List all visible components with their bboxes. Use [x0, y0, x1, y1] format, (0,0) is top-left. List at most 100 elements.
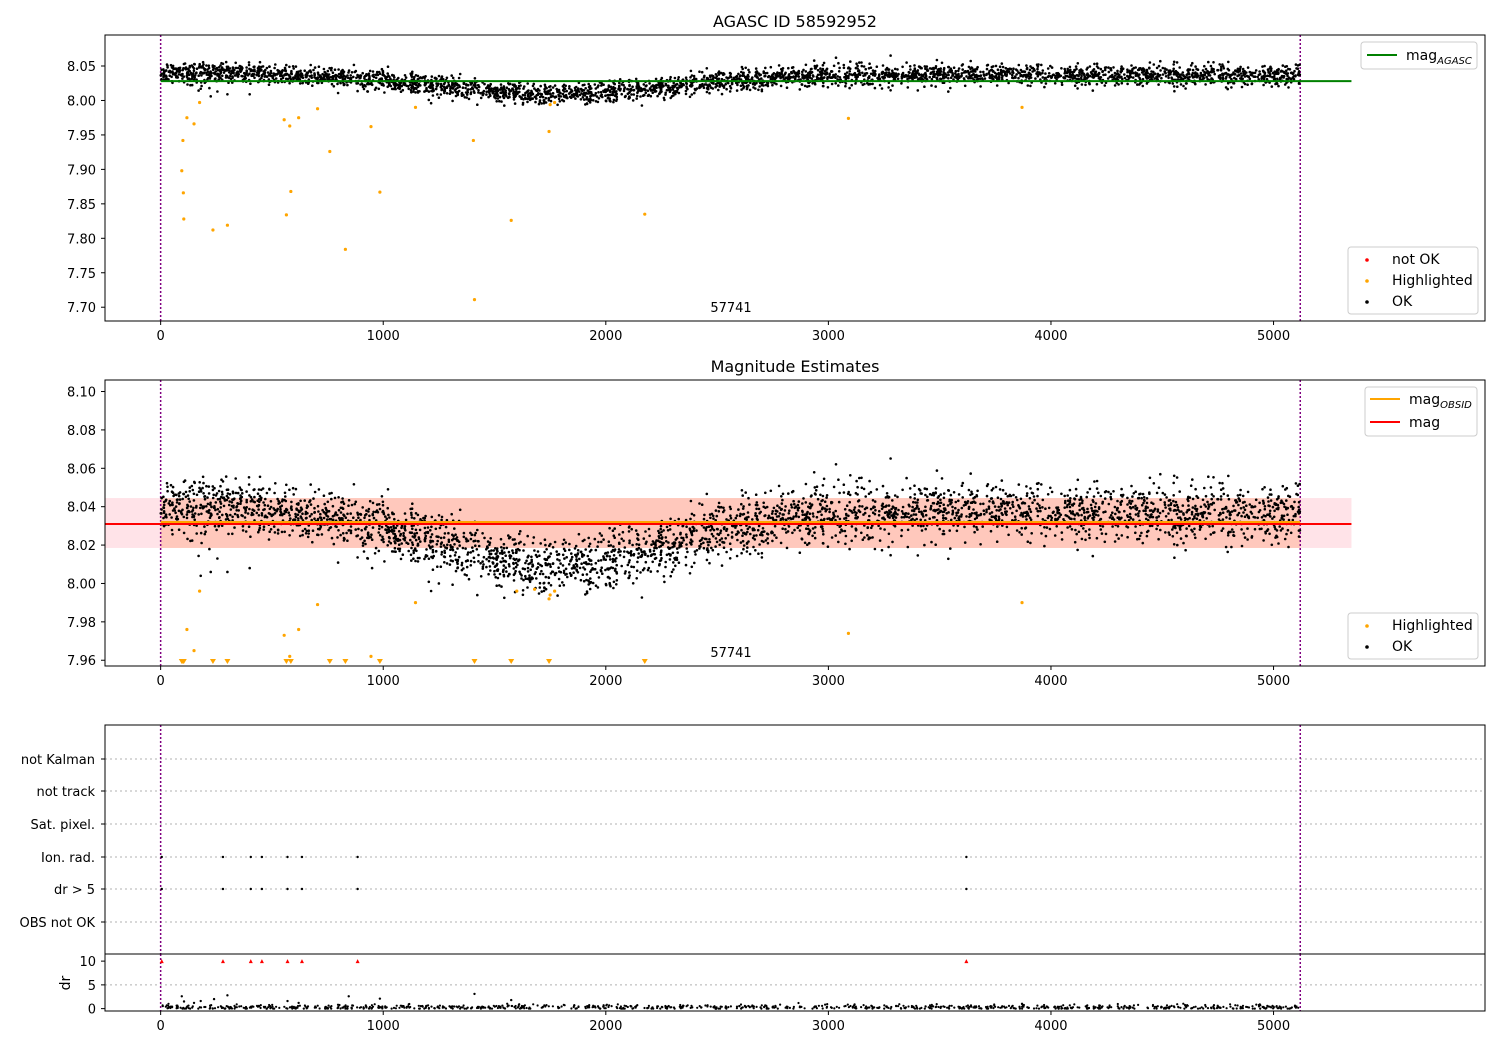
- ok-point: [1134, 66, 1137, 69]
- ok-point: [917, 507, 920, 511]
- ok-point: [676, 551, 679, 554]
- ok-point: [539, 84, 542, 88]
- ok-point: [721, 73, 725, 77]
- ok-point: [1126, 70, 1129, 74]
- ok-point: [321, 77, 325, 81]
- ok-point: [263, 75, 267, 78]
- ok-point: [991, 69, 995, 73]
- ok-point: [819, 67, 822, 70]
- ok-point: [231, 515, 234, 519]
- ok-point: [593, 94, 597, 97]
- ok-point: [1189, 64, 1193, 67]
- ok-point: [431, 94, 435, 97]
- ok-point: [332, 85, 336, 88]
- ok-point: [1164, 75, 1168, 78]
- ok-point: [837, 84, 840, 87]
- ok-point: [838, 76, 842, 79]
- ok-point: [854, 82, 857, 85]
- ok-point: [618, 542, 621, 545]
- ok-point: [198, 64, 201, 68]
- ok-point: [252, 65, 255, 69]
- ok-point: [785, 86, 789, 89]
- ok-point: [838, 517, 842, 521]
- ok-point: [1137, 83, 1141, 86]
- ok-point: [194, 71, 198, 75]
- ok-point: [410, 541, 414, 544]
- ok-point: [736, 83, 739, 87]
- ok-point: [1142, 69, 1146, 72]
- ok-point: [741, 72, 745, 75]
- ok-point: [200, 74, 203, 77]
- ok-point: [791, 517, 795, 520]
- ok-point: [313, 66, 317, 69]
- ok-point: [1183, 76, 1187, 80]
- ok-point: [1164, 531, 1167, 534]
- ok-point: [911, 71, 914, 75]
- ok-point: [1254, 69, 1258, 72]
- ok-point: [626, 87, 629, 91]
- ok-point: [495, 552, 498, 555]
- ok-point: [481, 93, 485, 97]
- ok-point: [948, 529, 951, 532]
- ok-point: [1140, 496, 1143, 500]
- ok-point: [1126, 82, 1129, 86]
- ok-point: [477, 91, 480, 94]
- ok-point: [892, 74, 896, 77]
- ok-point: [205, 484, 208, 488]
- ok-point: [253, 76, 256, 80]
- ok-point: [317, 65, 321, 68]
- ok-point: [384, 76, 387, 80]
- ok-point: [197, 513, 200, 516]
- ok-point: [294, 65, 298, 68]
- ok-point: [500, 585, 503, 588]
- ok-point: [1017, 63, 1021, 67]
- x-tick-label: 4000: [1034, 329, 1067, 344]
- ok-point: [804, 501, 808, 504]
- ok-point: [1107, 66, 1110, 69]
- ok-point: [891, 84, 894, 87]
- ok-point: [388, 75, 391, 79]
- ok-point: [808, 518, 812, 521]
- ok-point: [381, 503, 385, 507]
- ok-point: [724, 537, 727, 540]
- ok-point: [402, 531, 405, 535]
- ok-point: [1055, 525, 1058, 528]
- ok-point: [469, 88, 473, 91]
- ok-point: [425, 86, 428, 90]
- ok-point: [1163, 501, 1166, 504]
- ok-point: [1173, 89, 1176, 93]
- ok-point: [1193, 533, 1196, 536]
- ok-point: [1127, 77, 1131, 80]
- ok-point: [1204, 83, 1207, 86]
- ok-point: [473, 77, 477, 80]
- ok-point: [218, 75, 221, 78]
- ok-point: [538, 89, 541, 92]
- ok-point: [462, 82, 466, 85]
- ok-point: [828, 510, 831, 514]
- ok-point: [288, 65, 291, 69]
- ok-point: [439, 542, 443, 545]
- ok-point: [495, 100, 499, 103]
- ok-point: [913, 497, 916, 500]
- ok-point: [412, 90, 415, 93]
- ok-point: [760, 77, 763, 80]
- ok-point: [744, 66, 747, 70]
- ok-point: [201, 475, 205, 479]
- ok-point: [402, 83, 405, 86]
- ok-point: [462, 531, 466, 535]
- ok-point: [208, 77, 212, 80]
- ok-point: [600, 82, 603, 85]
- ok-point: [216, 90, 219, 93]
- ok-point: [661, 85, 664, 88]
- ok-point: [988, 76, 991, 79]
- highlighted-point: [288, 124, 292, 128]
- ok-point: [1012, 67, 1015, 70]
- ok-point: [1141, 84, 1145, 88]
- ok-point: [774, 74, 777, 77]
- ok-point: [877, 74, 881, 78]
- ok-point: [1131, 76, 1135, 79]
- ok-point: [1074, 65, 1078, 68]
- ok-point: [407, 87, 411, 91]
- ok-point: [328, 66, 331, 70]
- ok-point: [1032, 495, 1036, 498]
